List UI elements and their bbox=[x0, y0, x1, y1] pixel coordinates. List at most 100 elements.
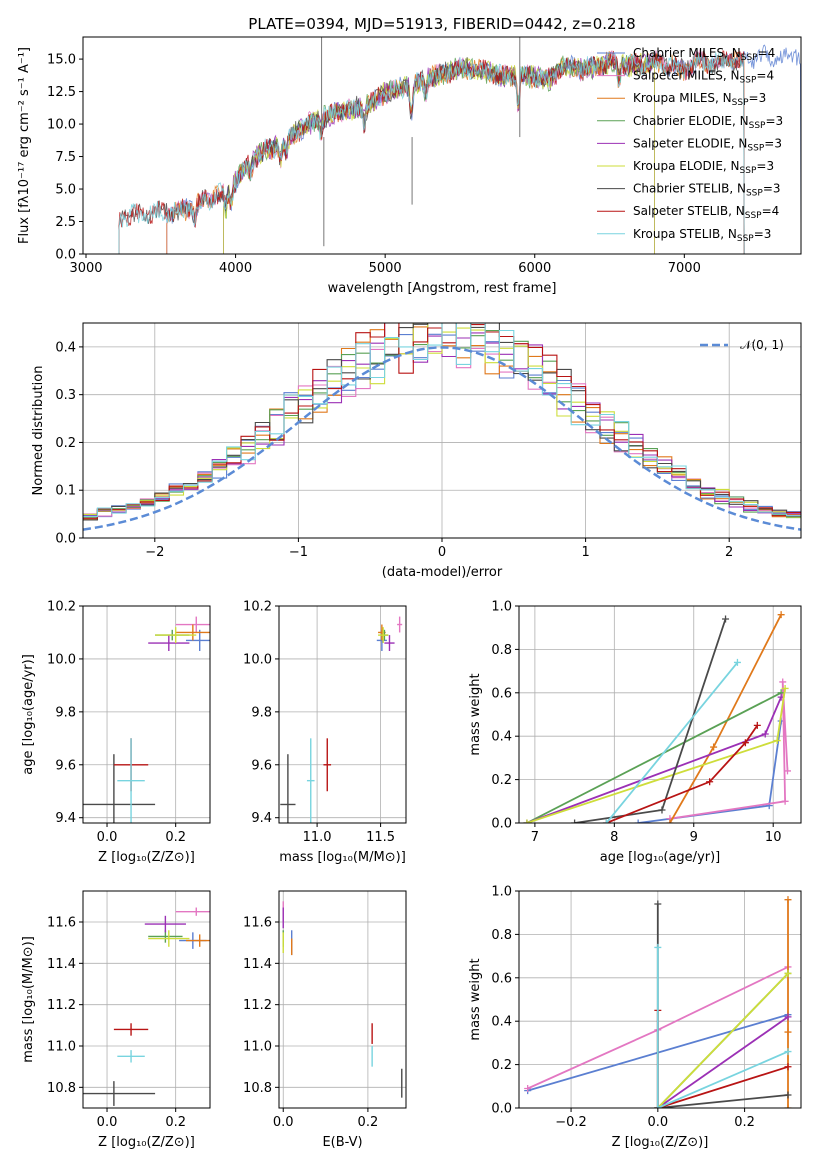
histogram-kroupa_stelib bbox=[83, 323, 801, 518]
plot-area-mass_vs_ebv bbox=[282, 901, 403, 1098]
weight-marker-kroupa_stelib bbox=[654, 943, 662, 951]
legend-suffix: =3 bbox=[749, 91, 767, 105]
y-tick-label: 2.5 bbox=[55, 215, 76, 230]
y-tick-label: 0.3 bbox=[55, 388, 76, 403]
axes-frame bbox=[82, 890, 211, 1109]
legend-text: Chabrier ELODIE, N bbox=[633, 114, 749, 128]
y-tick-label: 11.0 bbox=[47, 1040, 76, 1055]
x-tick-label: 7000 bbox=[668, 261, 701, 276]
x-tick-label: 9 bbox=[690, 830, 698, 845]
legend-subscript: SSP bbox=[740, 76, 757, 86]
legend-text: Kroupa MILES, N bbox=[633, 91, 732, 105]
y-tick-label: 15.0 bbox=[47, 53, 76, 68]
weight-marker-chabrier_stelib bbox=[784, 1091, 792, 1099]
axes-frame bbox=[82, 36, 802, 255]
y-tick-label: 0.0 bbox=[491, 817, 512, 832]
weight-marker-kroupa_elodie bbox=[784, 969, 792, 977]
legend-suffix: =3 bbox=[764, 136, 782, 150]
x-tick-label: −0.2 bbox=[555, 1115, 587, 1130]
spectrum-legend: Chabrier MILES, NSSP=4 Salpeter MILES, NS… bbox=[597, 46, 783, 244]
y-tick-label: 9.4 bbox=[55, 811, 76, 826]
x-tick-label: 0 bbox=[438, 545, 446, 560]
x-tick-label: 1 bbox=[581, 545, 589, 560]
weight-marker-chabrier_stelib bbox=[571, 819, 579, 823]
weight-marker-salpeter_stelib bbox=[753, 721, 761, 729]
legend-label-salpeter_miles: Salpeter MILES, NSSP=4 bbox=[633, 69, 774, 86]
y-tick-label: 10.2 bbox=[243, 600, 272, 615]
weight-line-salpeter_elodie bbox=[657, 1016, 789, 1108]
plot-area-spectrum bbox=[118, 37, 801, 254]
y-axis-label: Normed distribution bbox=[31, 366, 46, 496]
plot-area-weight_vs_z bbox=[524, 896, 792, 1108]
legend-label-kroupa_miles: Kroupa MILES, NSSP=3 bbox=[633, 91, 766, 108]
weight-marker-chabrier_stelib bbox=[654, 900, 662, 908]
x-tick-label: 0.0 bbox=[273, 1115, 294, 1130]
legend-label-normal: 𝒩(0, 1) bbox=[740, 338, 784, 352]
x-tick-label: 0.0 bbox=[97, 830, 118, 845]
y-tick-label: 11.4 bbox=[47, 957, 76, 972]
x-tick-label: 4000 bbox=[219, 261, 252, 276]
x-tick-label: −1 bbox=[289, 545, 308, 560]
legend-text: Kroupa ELODIE, N bbox=[633, 159, 740, 173]
panel-mass_vs_z: 0.0 0.2 10.8 11.0 11.2 11.4 11.6 Z [log₁₀(Z/Z⊙)… bbox=[21, 890, 211, 1150]
x-tick-label: 11.5 bbox=[366, 830, 395, 845]
legend-subscript: SSP bbox=[741, 53, 758, 63]
normal-curve bbox=[83, 346, 801, 531]
legend-label-chabrier_miles: Chabrier MILES, NSSP=4 bbox=[633, 46, 775, 63]
weight-marker-kroupa_stelib bbox=[733, 658, 741, 666]
weight-line-chabrier_elodie bbox=[526, 691, 782, 823]
weight-marker-kroupa_elodie bbox=[523, 819, 531, 823]
legend-subscript: SSP bbox=[732, 98, 749, 108]
x-tick-label: 2 bbox=[725, 545, 733, 560]
x-axis-label: Z [log₁₀(Z/Z⊙)] bbox=[98, 1135, 195, 1150]
spectrum-line-kroupa_elodie bbox=[223, 52, 655, 254]
y-tick-label: 0.0 bbox=[55, 248, 76, 263]
legend-suffix: =3 bbox=[763, 182, 781, 196]
axes-frame bbox=[518, 890, 802, 1109]
legend-label-salpeter_elodie: Salpeter ELODIE, NSSP=3 bbox=[633, 136, 782, 153]
legend-subscript: SSP bbox=[740, 166, 757, 176]
y-tick-label: 12.5 bbox=[47, 85, 76, 100]
weight-marker-kroupa_elodie bbox=[773, 737, 781, 745]
y-axis-label: age [log₁₀(age/yr)] bbox=[21, 654, 36, 775]
y-tick-label: 11.2 bbox=[243, 998, 272, 1013]
y-tick-label: 11.0 bbox=[243, 1040, 272, 1055]
y-axis-label: mass weight bbox=[468, 958, 483, 1040]
legend-subscript: SSP bbox=[747, 143, 764, 153]
weight-marker-kroupa_stelib bbox=[654, 1104, 662, 1108]
x-tick-label: 10 bbox=[765, 830, 782, 845]
legend-text: Salpeter STELIB, N bbox=[633, 204, 745, 218]
plot-area-age_vs_z bbox=[83, 616, 210, 823]
y-tick-label: 0.0 bbox=[491, 1102, 512, 1117]
legend-subscript: SSP bbox=[745, 211, 762, 221]
weight-line-salpeter_miles bbox=[669, 681, 789, 820]
y-tick-label: 10.0 bbox=[47, 652, 76, 667]
y-tick-label: 0.8 bbox=[491, 928, 512, 943]
weight-marker-salpeter_miles bbox=[779, 678, 787, 686]
weight-marker-salpeter_stelib bbox=[741, 739, 749, 747]
axes-frame bbox=[518, 605, 802, 824]
histogram-chabrier_stelib bbox=[83, 323, 801, 521]
y-tick-label: 10.8 bbox=[243, 1081, 272, 1096]
y-tick-label: 0.6 bbox=[491, 686, 512, 701]
y-tick-label: 0.0 bbox=[55, 532, 76, 547]
axes-frame bbox=[82, 322, 802, 539]
weight-marker-kroupa_miles bbox=[784, 1104, 792, 1108]
plot-area-residuals bbox=[83, 323, 801, 531]
x-tick-label: 7 bbox=[531, 830, 539, 845]
legend-suffix: =3 bbox=[754, 227, 772, 241]
x-axis-label: age [log₁₀(age/yr)] bbox=[600, 850, 721, 865]
weight-marker-salpeter_elodie bbox=[784, 1013, 792, 1021]
legend-suffix: =4 bbox=[758, 46, 776, 60]
y-tick-label: 10.0 bbox=[243, 652, 272, 667]
x-tick-label: 5000 bbox=[369, 261, 402, 276]
legend-subscript: SSP bbox=[746, 189, 763, 199]
y-tick-label: 9.4 bbox=[251, 811, 272, 826]
panel-weight_vs_age: 7 8 9 10 0.0 0.2 0.4 0.6 0.8 1.0 age [log₁₀(age/yr… bbox=[468, 600, 802, 865]
y-tick-label: 11.2 bbox=[47, 998, 76, 1013]
spectrum-line-kroupa_stelib bbox=[118, 51, 745, 254]
legend-suffix: =4 bbox=[756, 69, 774, 83]
x-tick-label: 0.0 bbox=[647, 1115, 668, 1130]
